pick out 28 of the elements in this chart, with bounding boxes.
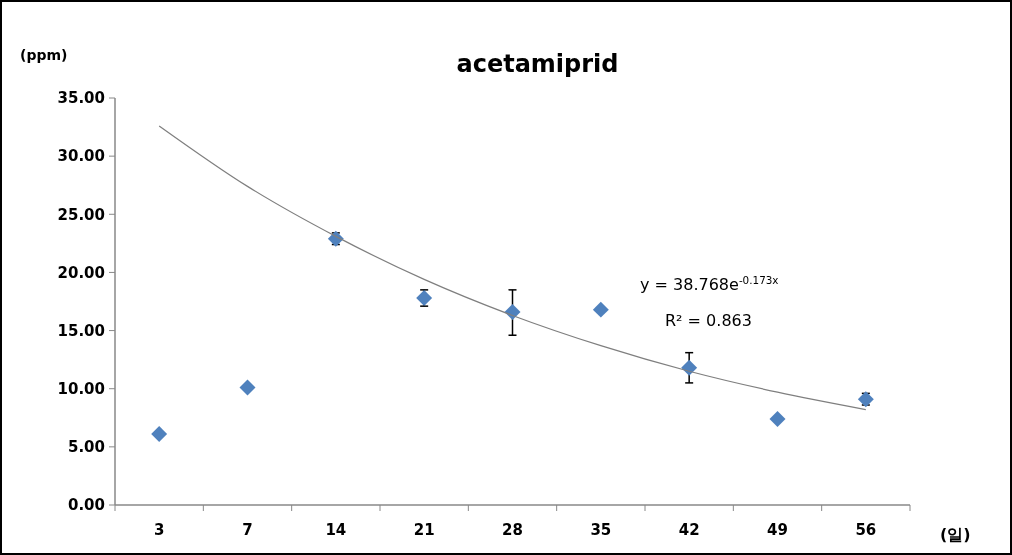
point: [416, 290, 433, 306]
y-tick-label: 35.00: [57, 89, 105, 108]
x-tick-label: 56: [855, 521, 877, 539]
annotation: R² = 0.863: [665, 311, 752, 330]
x-tick-label: 21: [413, 521, 435, 539]
y-tick-label: 5.00: [67, 438, 105, 457]
x-axis-title: (일): [940, 525, 971, 544]
x-tick-label: 14: [325, 521, 347, 539]
x-tick-label: 49: [767, 521, 788, 539]
y-axis-title: (ppm): [20, 47, 68, 63]
annotation: y = 38.768e$^{-0.173x}$: [640, 274, 779, 294]
x-tick-label: 7: [242, 521, 253, 539]
chart-title: acetamiprid: [456, 50, 619, 78]
x-tick-label: 28: [502, 521, 523, 539]
point: [769, 410, 786, 427]
point: [151, 426, 168, 443]
point: [239, 379, 256, 396]
point: [857, 391, 874, 408]
point: [592, 301, 609, 318]
x-tick-label: 3: [153, 521, 165, 539]
x-tick-label: 35: [590, 521, 612, 539]
y-tick-label: 0.00: [67, 496, 105, 515]
y-tick-label: 20.00: [57, 263, 105, 282]
x-tick-label: 42: [678, 521, 700, 539]
y-tick-label: 10.00: [57, 379, 105, 398]
y-tick-label: 15.00: [57, 321, 105, 340]
y-tick-label: 25.00: [57, 205, 105, 224]
y-tick-label: 30.00: [57, 147, 105, 166]
